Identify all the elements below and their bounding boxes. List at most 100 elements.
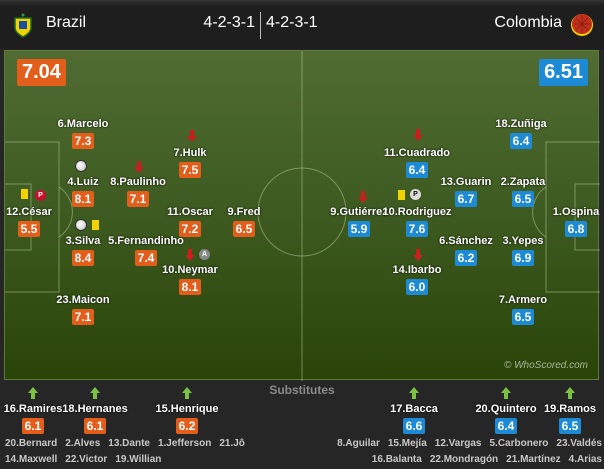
home-team-rating: 7.04 — [17, 59, 66, 86]
home-player[interactable]: 5.Fernandinho 7.4 — [96, 234, 196, 267]
away-bench-row-2: 16.Balanta 22.Mondragón 21.Martínez 4.Arias — [372, 454, 604, 465]
yellow-card-icon — [21, 189, 28, 199]
substitutes-title: Substitutes — [269, 383, 335, 397]
player-rating: 5.9 — [347, 221, 371, 237]
away-player[interactable]: 9.Gutiérrez 5.9 — [309, 205, 409, 238]
player-name: 5.Fernandinho — [108, 235, 184, 247]
player-name: 6.Sánchez — [439, 235, 493, 247]
player-name: 14.Ibarbo — [392, 264, 442, 276]
home-sub-player[interactable]: 15.Henrique 6.2 — [137, 402, 237, 435]
player-rating: 6.9 — [511, 250, 535, 266]
bench-player[interactable]: 16.Balanta — [371, 454, 422, 465]
player-name: 23.Maicon — [56, 294, 110, 306]
player-rating: 6.1 — [21, 418, 45, 434]
bench-player[interactable]: 8.Aguilar — [337, 438, 380, 449]
player-name: 10.Rodriguez — [382, 206, 452, 218]
player-name: 3.Silva — [65, 235, 101, 247]
player-rating: 7.1 — [71, 309, 95, 325]
home-team-name: Brazil — [46, 14, 87, 31]
away-player[interactable]: 6.Sánchez 6.2 — [416, 234, 516, 267]
player-name: 3.Yepes — [502, 235, 544, 247]
pitch: 7.04 6.51 © WhoScored.com 6.Marcelo 7.3 7.… — [4, 50, 600, 381]
bench-player[interactable]: 21.Martínez — [506, 454, 561, 465]
home-bench-row-2: 14.Maxwell 22.Victor 19.Willian — [5, 454, 169, 465]
player-rating: 6.7 — [454, 191, 478, 207]
player-name: 4.Luiz — [67, 176, 99, 188]
player-rating: 6.5 — [511, 191, 535, 207]
player-name: 18.Zuñiga — [495, 118, 547, 130]
bench-player[interactable]: 2.Alves — [65, 438, 101, 449]
sub-on-arrow-icon — [565, 386, 575, 399]
bench-player[interactable]: 21.Jô — [219, 438, 245, 449]
player-name: 7.Armero — [498, 294, 548, 306]
bench-player[interactable]: 12.Vargas — [434, 438, 482, 449]
bench-player[interactable]: 22.Victor — [65, 454, 108, 465]
away-team-rating: 6.51 — [539, 59, 588, 86]
home-sub-player[interactable]: 16.Ramires 6.1 — [0, 402, 83, 435]
home-player[interactable]: 10.Neymar 8.1 — [140, 263, 240, 296]
goal-ball-icon — [75, 219, 87, 231]
sub-on-arrow-icon — [28, 386, 38, 399]
penalty-goal-icon: P — [410, 189, 421, 200]
yellow-card-icon — [398, 190, 405, 200]
sub-off-arrow-icon — [185, 249, 195, 261]
player-rating: 6.4 — [405, 162, 429, 178]
bench-player[interactable]: 19.Willian — [115, 454, 162, 465]
bench-player[interactable]: 22.Mondragón — [429, 454, 499, 465]
away-player[interactable]: 13.Guarin 6.7 — [416, 175, 516, 208]
player-rating: 7.1 — [126, 191, 150, 207]
bench-player[interactable]: 14.Maxwell — [5, 454, 58, 465]
player-rating: 6.4 — [494, 418, 518, 434]
home-player[interactable]: 23.Maicon 7.1 — [33, 293, 133, 326]
sub-off-arrow-icon — [413, 129, 423, 141]
colombia-crest-icon — [571, 14, 593, 36]
pitch-markings — [5, 51, 600, 381]
away-player[interactable]: 10.Rodriguez 7.6 — [367, 205, 467, 238]
away-player[interactable]: 18.Zuñiga 6.4 — [471, 117, 571, 150]
player-name: 15.Henrique — [155, 403, 219, 415]
away-sub-player[interactable]: 17.Bacca 6.6 — [364, 402, 464, 435]
home-player[interactable]: 6.Marcelo 7.3 — [33, 117, 133, 150]
home-player[interactable]: 3.Silva 8.4 — [33, 234, 133, 267]
player-name: 11.Cuadrado — [383, 147, 451, 159]
player-name: 16.Ramires — [3, 403, 63, 415]
watermark: © WhoScored.com — [503, 360, 588, 371]
player-name: 2.Zapata — [500, 176, 546, 188]
away-sub-player[interactable]: 19.Ramos 6.5 — [520, 402, 604, 435]
away-player[interactable]: 14.Ibarbo 6.0 — [367, 263, 467, 296]
away-player[interactable]: 2.Zapata 6.5 — [473, 175, 573, 208]
player-rating: 6.4 — [509, 133, 533, 149]
home-bench-row-1: 20.Bernard 2.Alves 13.Dante 1.Jefferson 21.J… — [5, 438, 253, 449]
bench-player[interactable]: 1.Jefferson — [157, 438, 212, 449]
sub-on-arrow-icon — [90, 386, 100, 399]
away-player[interactable]: 7.Armero 6.5 — [473, 293, 573, 326]
home-player[interactable]: 11.Oscar 7.2 — [140, 205, 240, 238]
player-name: 1.Ospina — [552, 206, 600, 218]
away-sub-player[interactable]: 20.Quintero 6.4 — [456, 402, 556, 435]
player-rating: 6.2 — [454, 250, 478, 266]
away-player[interactable]: 11.Cuadrado 6.4 — [367, 146, 467, 179]
bench-player[interactable]: 15.Mejía — [387, 438, 427, 449]
sub-off-arrow-icon — [187, 130, 197, 142]
away-player[interactable]: 1.Ospina 6.8 — [526, 205, 604, 238]
bench-player[interactable]: 13.Dante — [108, 438, 150, 449]
match-header: Brazil 4-2-3-1 4-2-3-1 Colombia — [0, 0, 604, 49]
bench-player[interactable]: 4.Arias — [568, 454, 602, 465]
player-rating: 8.1 — [178, 279, 202, 295]
away-team-name: Colombia — [494, 14, 562, 31]
sub-off-arrow-icon — [134, 161, 144, 173]
home-player[interactable]: 7.Hulk 7.5 — [140, 146, 240, 179]
bench-player[interactable]: 23.Valdés — [556, 438, 602, 449]
home-player[interactable]: 4.Luiz 8.1 — [33, 175, 133, 208]
home-player[interactable]: 12.César 5.5 — [0, 205, 79, 238]
home-player[interactable]: 8.Paulinho 7.1 — [88, 175, 188, 208]
bench-player[interactable]: 20.Bernard — [5, 438, 58, 449]
home-sub-player[interactable]: 18.Hernanes 6.1 — [45, 402, 145, 435]
player-name: 6.Marcelo — [57, 118, 109, 130]
away-bench-row-1: 8.Aguilar 15.Mejía 12.Vargas 5.Carbonero 23.… — [337, 438, 604, 449]
player-rating: 6.6 — [402, 418, 426, 434]
home-player[interactable]: 9.Fred 6.5 — [194, 205, 294, 238]
away-player[interactable]: 3.Yepes 6.9 — [473, 234, 573, 267]
player-name: 9.Fred — [227, 206, 261, 218]
bench-player[interactable]: 5.Carbonero — [489, 438, 549, 449]
